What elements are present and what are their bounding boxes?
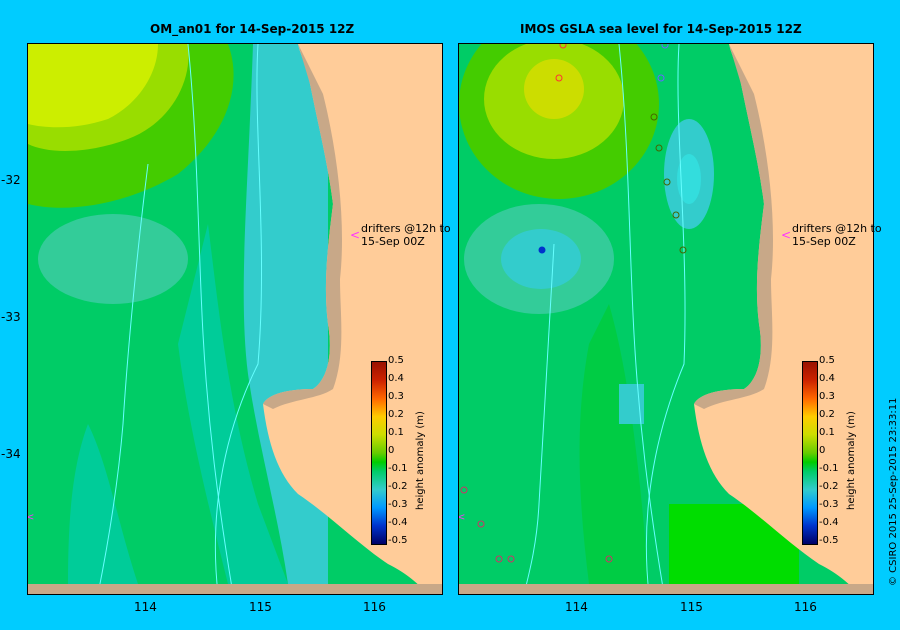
obs-dot [672,211,680,219]
isobath-2 [645,44,686,594]
cbar-tick: 0.5 [388,355,404,366]
coast-shelf [263,44,343,409]
land-mainland [694,44,873,594]
right-panel-title: IMOS GSLA sea level for 14-Sep-2015 12Z [520,22,802,36]
cbar-tick: 0.2 [388,409,404,420]
cbar-tick: 0 [388,445,395,456]
cbar-tick: -0.4 [388,517,408,528]
eddy-cold-core [501,229,581,289]
lon-tick-115-left: 115 [249,600,272,614]
isobath-1 [618,44,665,594]
right-colorbar [802,361,818,545]
lon-tick-114-left: 114 [134,600,157,614]
drifter-note-right: drifters @12h to 15-Sep 00Z [792,222,882,248]
credit-text: © CSIRO 2015 25-Sep-2015 23:33:11 [888,397,899,586]
left-panel-title: OM_an01 for 14-Sep-2015 12Z [150,22,355,36]
colorbar-gradient [372,362,386,544]
cbar-tick: -0.3 [819,499,839,510]
left-colorbar [371,361,387,545]
bottom-land [28,584,442,594]
cbar-tick: 0.1 [819,427,835,438]
small-eddy [619,384,644,424]
obs-dot [663,178,671,186]
cbar-tick: -0.2 [388,481,408,492]
bottom-land [459,584,873,594]
central-band [579,304,649,584]
cbar-tick: -0.2 [819,481,839,492]
right-colorbar-title: height anomaly (m) [846,411,857,510]
lat-tick-34: -34 [1,447,21,461]
cbar-tick: -0.5 [388,535,408,546]
eddy-warm-core [524,59,584,119]
eddy-warm-core [28,44,158,128]
obs-dot [559,44,567,49]
shelf-band-inner [178,224,288,584]
cbar-tick: -0.1 [819,463,839,474]
land-mainland [263,44,442,594]
eddy-west [38,214,188,304]
isobath-1 [187,44,234,594]
lon-tick-115-right: 115 [680,600,703,614]
obs-dot [605,555,613,563]
obs-dot [655,144,663,152]
cbar-tick: 0.3 [819,391,835,402]
eddy-east-core [677,154,701,204]
obs-dot [555,74,563,82]
left-map-svg: < < [28,44,442,594]
drifter-marker-left: < [459,512,465,523]
drifter-note-line2: 15-Sep 00Z [792,235,856,248]
cbar-tick: -0.3 [388,499,408,510]
cbar-tick: 0.3 [388,391,404,402]
isobath-3 [97,163,149,594]
observation-dots [460,44,687,563]
drifter-marker-coast-left: < [350,228,360,242]
drifter-note-line1: drifters @12h to [792,222,882,235]
right-map-panel[interactable]: < < [458,43,874,595]
lat-tick-33: -33 [1,310,21,324]
obs-dot [495,555,503,563]
cbar-tick: 0.4 [819,373,835,384]
lon-tick-114-right: 114 [565,600,588,614]
cbar-tick: -0.4 [819,517,839,528]
cbar-tick: -0.5 [819,535,839,546]
obs-dot [679,246,687,254]
lon-tick-116-left: 116 [363,600,386,614]
isobath-2 [214,44,263,594]
south-cyan [68,424,138,584]
cbar-tick: 0.4 [388,373,404,384]
cbar-tick: 0 [819,445,826,456]
drifter-marker-left: < [28,512,34,523]
cbar-tick: -0.1 [388,463,408,474]
lon-tick-116-right: 116 [794,600,817,614]
cbar-tick: 0.2 [819,409,835,420]
isobath-3 [523,243,555,594]
drifter-note-left: drifters @12h to 15-Sep 00Z [361,222,451,248]
drifter-marker-coast-right: < [781,228,791,242]
obs-dot [460,486,468,494]
cbar-tick: 0.1 [388,427,404,438]
cbar-tick: 0.5 [819,355,835,366]
obs-dot [538,246,546,254]
obs-dot [657,74,665,82]
coast-shelf [694,44,774,409]
obs-dot [661,44,669,49]
drifter-note-line2: 15-Sep 00Z [361,235,425,248]
obs-dot [477,520,485,528]
obs-dot [650,113,658,121]
left-colorbar-title: height anomaly (m) [415,411,426,510]
drifter-note-line1: drifters @12h to [361,222,451,235]
obs-dot [507,555,515,563]
lat-tick-32: -32 [1,173,21,187]
colorbar-gradient [803,362,817,544]
left-map-panel[interactable]: < < [27,43,443,595]
south-green [669,504,799,584]
